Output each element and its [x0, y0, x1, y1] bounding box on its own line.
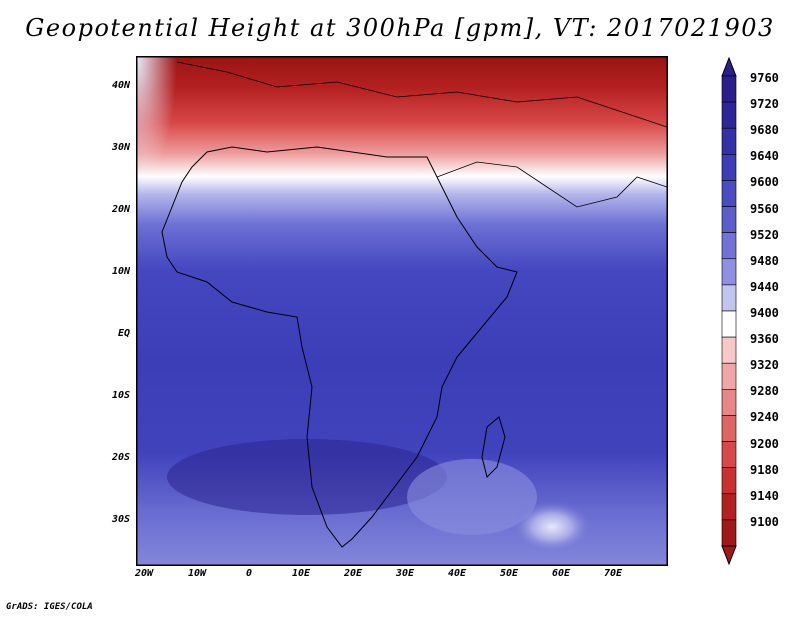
colorbar-label: 9400: [750, 306, 779, 320]
lon-label: 50E: [499, 568, 519, 579]
colorbar-label: 9180: [750, 462, 779, 477]
colorbar-label: 9520: [750, 227, 779, 242]
colorbar-swatch: [721, 258, 737, 286]
colorbar-label: 9440: [750, 279, 779, 294]
colorbar-swatch: [721, 519, 737, 547]
map-title: Geopotential Height at 300hPa [gpm], VT:…: [25, 14, 775, 42]
lon-label: 10W: [187, 568, 207, 579]
lat-label: 10N: [111, 266, 130, 277]
europe-coastline: [176, 61, 667, 128]
colorbar-label: 9600: [750, 175, 779, 190]
colorbar-label: 9200: [750, 436, 779, 451]
colorbar-label: 9140: [750, 488, 779, 503]
colorbar-label: 9760: [750, 71, 779, 85]
field-trough: [167, 439, 447, 515]
colorbar-swatch: [721, 362, 737, 390]
lat-label: 10S: [111, 390, 130, 401]
colorbar-swatch: [721, 493, 737, 521]
colorbar-swatches: [721, 56, 737, 566]
colorbar-label: 9320: [750, 358, 779, 373]
colorbar-label: 9560: [750, 201, 779, 216]
africa-coastline: [161, 146, 518, 548]
colorbar-label: 9360: [750, 332, 779, 347]
colorbar-max-arrow: [721, 56, 737, 77]
colorbar-min-arrow: [721, 545, 737, 566]
colorbar-swatch: [721, 232, 737, 260]
lon-label: 10E: [291, 568, 311, 579]
lon-label: 70E: [603, 568, 623, 579]
asia-coastline: [436, 161, 667, 208]
colorbar-swatch: [721, 415, 737, 442]
colorbar-swatch: [721, 284, 737, 312]
geopotential-field: [137, 57, 667, 565]
lon-label: 60E: [551, 568, 571, 579]
lat-label: 40N: [111, 80, 130, 91]
footer-credit: GrADS: IGES/COLA: [6, 602, 93, 612]
lat-label: EQ: [117, 328, 130, 339]
colorbar-swatch: [721, 154, 737, 181]
lat-label: 20S: [111, 452, 130, 463]
field-high-center: [512, 501, 592, 553]
colorbar-swatch: [721, 101, 737, 129]
lon-label: 0: [245, 568, 253, 579]
madagascar-coastline: [481, 416, 506, 478]
colorbar-swatch: [721, 389, 737, 416]
lon-label: 30E: [395, 568, 415, 579]
colorbar-swatch: [721, 75, 737, 103]
colorbar-label: 9280: [750, 384, 779, 399]
colorbar-swatch: [721, 336, 737, 364]
map-plot-area: [136, 56, 668, 566]
colorbar-swatch: [721, 206, 737, 233]
colorbar-swatch: [721, 441, 737, 468]
colorbar-swatch: [721, 467, 737, 495]
colorbar-label: 9100: [750, 514, 779, 529]
colorbar-label: 9480: [750, 253, 779, 268]
colorbar-label: 9680: [750, 123, 779, 138]
lat-label: 30S: [111, 514, 130, 525]
colorbar-label: 9240: [750, 410, 779, 425]
field-ridge: [407, 459, 537, 535]
lat-label: 20N: [111, 204, 130, 215]
lon-label: 20W: [134, 568, 154, 579]
colorbar-swatch: [721, 180, 737, 207]
colorbar-label: 9720: [750, 97, 779, 112]
lon-label: 40E: [447, 568, 467, 579]
colorbar-label: 9640: [750, 149, 779, 164]
colorbar-swatch: [721, 127, 737, 155]
field-west-cap: [137, 57, 177, 187]
lon-label: 20E: [343, 568, 363, 579]
colorbar-swatch: [721, 310, 737, 338]
lat-label: 30N: [111, 142, 130, 153]
